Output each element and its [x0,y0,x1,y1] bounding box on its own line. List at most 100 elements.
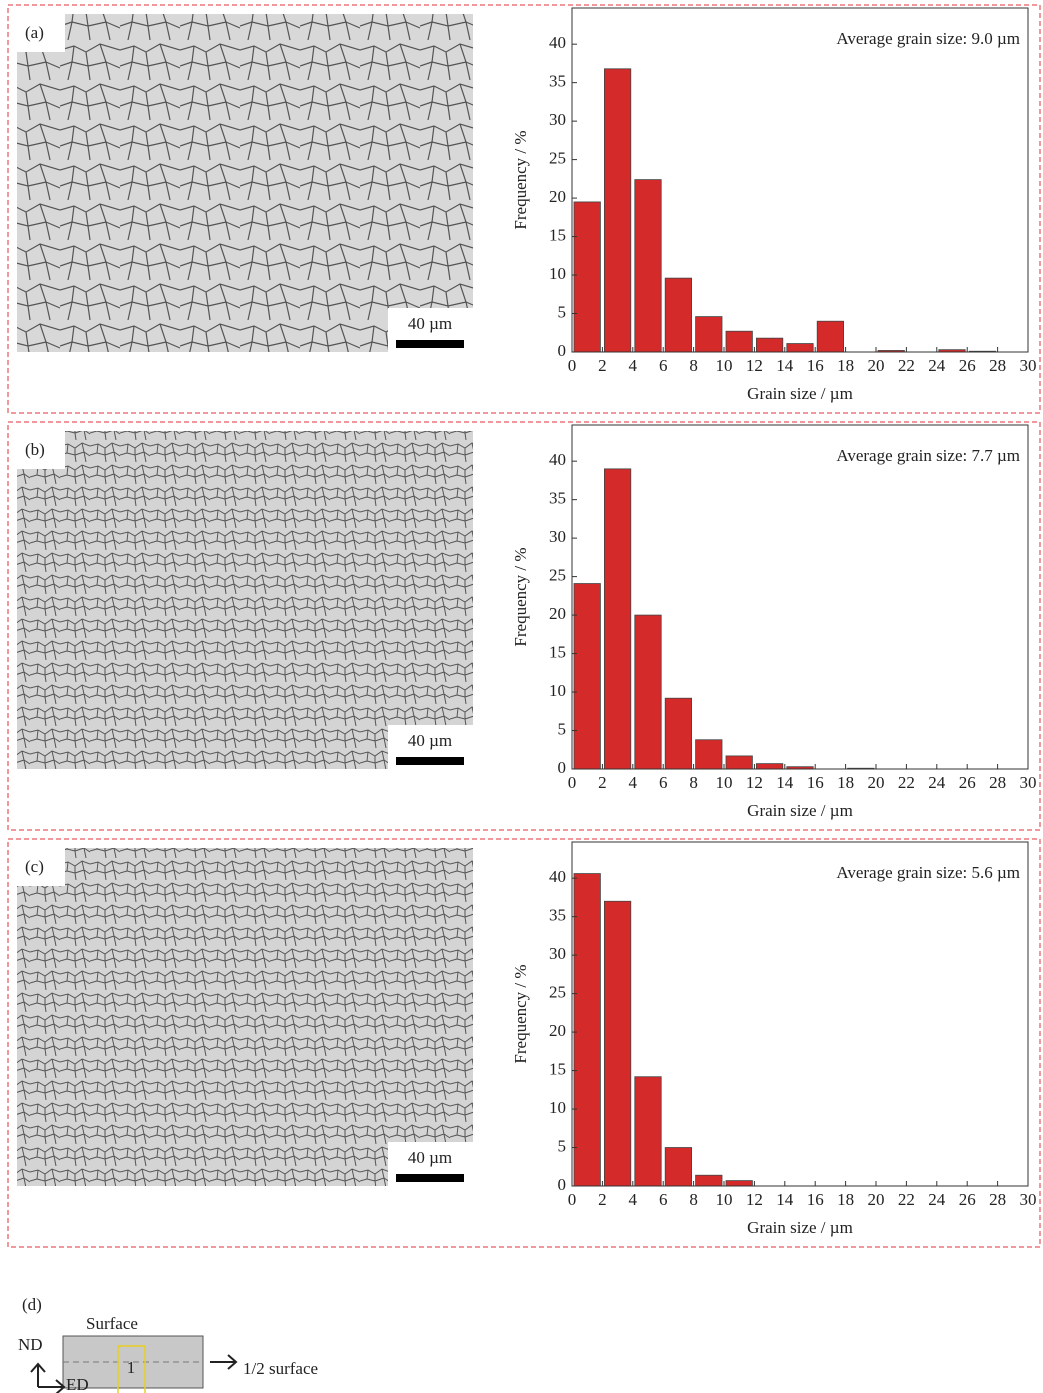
y-tick-label: 15 [549,225,566,244]
y-tick-label: 35 [549,489,566,508]
bar [725,755,753,770]
x-tick-label: 12 [746,773,763,792]
x-tick-label: 22 [898,356,915,375]
y-tick-label: 5 [558,719,567,738]
x-tick-label: 14 [776,1190,794,1209]
ed-label: ED [66,1375,89,1393]
y-tick-label: 0 [558,758,567,777]
y-tick-label: 20 [549,187,566,206]
y-tick-label: 15 [549,642,566,661]
region-box [117,1345,146,1393]
bar [725,330,753,353]
bar [664,277,693,353]
plot-frame [571,7,1029,353]
x-tick-label: 20 [868,356,885,375]
x-tick-label: 10 [716,356,733,375]
x-tick-label: 6 [659,773,668,792]
x-tick-label: 24 [928,773,946,792]
surface-label: Surface [86,1314,138,1333]
x-tick-label: 0 [568,1190,577,1209]
scale-bar [396,1174,464,1182]
y-tick-label: 40 [549,33,566,52]
x-tick-label: 30 [1020,1190,1037,1209]
y-tick-label: 40 [549,867,566,886]
panel-border [7,421,1041,831]
x-tick-label: 24 [928,1190,946,1209]
scale-bar [396,340,464,348]
y-tick-label: 5 [558,302,567,321]
y-tick-label: 25 [549,983,566,1002]
annotation: Average grain size: 7.7 µm [836,446,1020,465]
x-axis-label: Grain size / µm [747,1218,853,1237]
diagram: (d) Surface ND 1 1/2 surface ED [18,1295,318,1393]
plot-frame [571,424,1029,770]
y-tick-label: 0 [558,1175,567,1194]
bar [695,316,723,353]
y-tick-label: 35 [549,72,566,91]
micrograph [17,14,473,352]
x-tick-label: 6 [659,1190,668,1209]
y-tick-label: 5 [558,1136,567,1155]
annotation: Average grain size: 9.0 µm [836,29,1020,48]
x-tick-label: 16 [807,1190,824,1209]
panel-label: (a) [25,23,44,42]
x-tick-label: 20 [868,1190,885,1209]
y-axis-label: Frequency / % [511,130,530,229]
y-tick-label: 30 [549,944,566,963]
x-tick-label: 14 [776,773,794,792]
x-tick-label: 6 [659,356,668,375]
x-tick-label: 26 [959,1190,976,1209]
y-tick-label: 15 [549,1059,566,1078]
y-tick-label: 40 [549,450,566,469]
y-tick-label: 25 [549,566,566,585]
x-tick-label: 10 [716,1190,733,1209]
x-tick-label: 26 [959,773,976,792]
bar [725,1180,753,1187]
annotation: Average grain size: 5.6 µm [836,863,1020,882]
label-box [17,14,65,52]
x-tick-label: 12 [746,356,763,375]
y-tick-label: 20 [549,1021,566,1040]
x-tick-label: 18 [837,356,854,375]
region-label: 1 [127,1358,136,1377]
bar [573,873,601,1187]
x-tick-label: 2 [598,773,607,792]
x-tick-label: 2 [598,356,607,375]
bar [695,739,723,770]
bar [786,343,814,353]
x-tick-label: 2 [598,1190,607,1209]
bar [634,614,662,770]
x-tick-label: 0 [568,356,577,375]
y-tick-label: 30 [549,110,566,129]
x-tick-label: 28 [989,356,1006,375]
x-tick-label: 4 [629,356,638,375]
y-tick-label: 35 [549,906,566,925]
x-tick-label: 8 [689,1190,698,1209]
scale-label: 40 µm [408,731,452,750]
arrow [210,1354,238,1370]
y-tick-label: 25 [549,149,566,168]
bar [664,1147,693,1187]
x-tick-label: 26 [959,356,976,375]
x-tick-label: 8 [689,773,698,792]
x-tick-label: 16 [807,773,824,792]
x-tick-label: 22 [898,773,915,792]
mid-label: 1/2 surface [243,1359,318,1378]
y-tick-label: 30 [549,527,566,546]
x-tick-label: 30 [1020,773,1037,792]
x-tick-label: 20 [868,773,885,792]
x-tick-label: 22 [898,1190,915,1209]
micrograph [17,431,473,769]
x-tick-label: 8 [689,356,698,375]
bar [634,179,662,353]
bar [604,68,632,353]
x-tick-label: 4 [629,1190,638,1209]
scale-bar [396,757,464,765]
bar [756,763,784,770]
y-tick-label: 0 [558,341,567,360]
x-tick-label: 28 [989,773,1006,792]
bar [604,900,632,1187]
x-axis-label: Grain size / µm [747,801,853,820]
bar [573,583,601,770]
